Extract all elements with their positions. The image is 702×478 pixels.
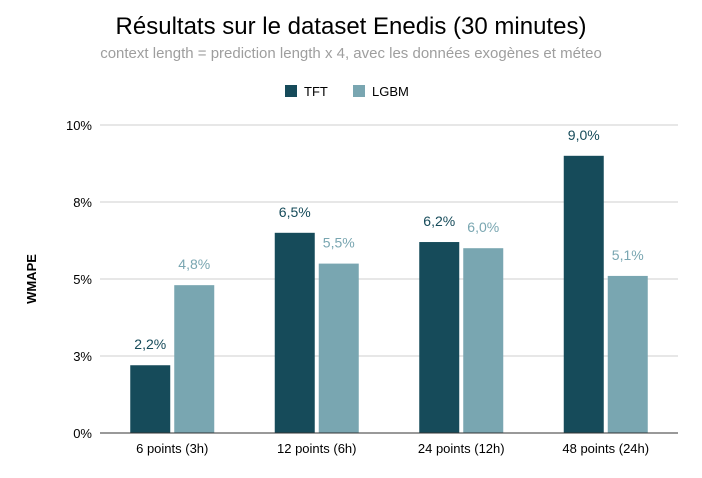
legend-label-lgbm: LGBM xyxy=(372,84,409,99)
y-tick-label: 3% xyxy=(73,349,92,364)
bar-lgbm xyxy=(318,263,359,433)
chart-subtitle: context length = prediction length x 4, … xyxy=(100,45,602,62)
bar-tft xyxy=(130,365,171,433)
data-label-tft: 6,2% xyxy=(423,213,455,229)
bar-lgbm xyxy=(174,285,215,433)
data-label-lgbm: 6,0% xyxy=(467,219,499,235)
bars xyxy=(130,155,648,434)
x-tick-label: 48 points (24h) xyxy=(562,441,649,456)
x-tick-label: 24 points (12h) xyxy=(418,441,505,456)
legend-swatch-lgbm xyxy=(353,85,365,97)
legend-swatch-tft xyxy=(285,85,297,97)
y-axis-ticks: 0% 3% 5% 8% 10% xyxy=(66,118,92,441)
legend-label-tft: TFT xyxy=(304,84,328,99)
y-tick-label: 8% xyxy=(73,195,92,210)
data-label-tft: 2,2% xyxy=(134,336,166,352)
y-axis-label: WMAPE xyxy=(24,254,39,304)
x-tick-label: 12 points (6h) xyxy=(277,441,357,456)
data-label-lgbm: 5,5% xyxy=(323,235,355,251)
data-label-tft: 6,5% xyxy=(279,204,311,220)
data-labels: 2,2% 4,8% 6,5% 5,5% 6,2% 6,0% 9,0% 5,1% xyxy=(134,127,643,352)
bar-lgbm xyxy=(607,275,648,433)
y-tick-label: 5% xyxy=(73,272,92,287)
bar-lgbm xyxy=(463,248,504,433)
bar-tft xyxy=(563,155,604,434)
data-label-tft: 9,0% xyxy=(568,127,600,143)
y-tick-label: 0% xyxy=(73,426,92,441)
bar-tft xyxy=(274,232,315,433)
chart-title: Résultats sur le dataset Enedis (30 minu… xyxy=(116,13,587,40)
data-label-lgbm: 5,1% xyxy=(612,247,644,263)
bar-tft xyxy=(419,242,460,433)
legend: TFT LGBM xyxy=(285,84,409,99)
y-tick-label: 10% xyxy=(66,118,92,133)
x-tick-label: 6 points (3h) xyxy=(136,441,208,456)
x-axis-ticks: 6 points (3h) 12 points (6h) 24 points (12… xyxy=(136,441,649,456)
data-label-lgbm: 4,8% xyxy=(178,256,210,272)
